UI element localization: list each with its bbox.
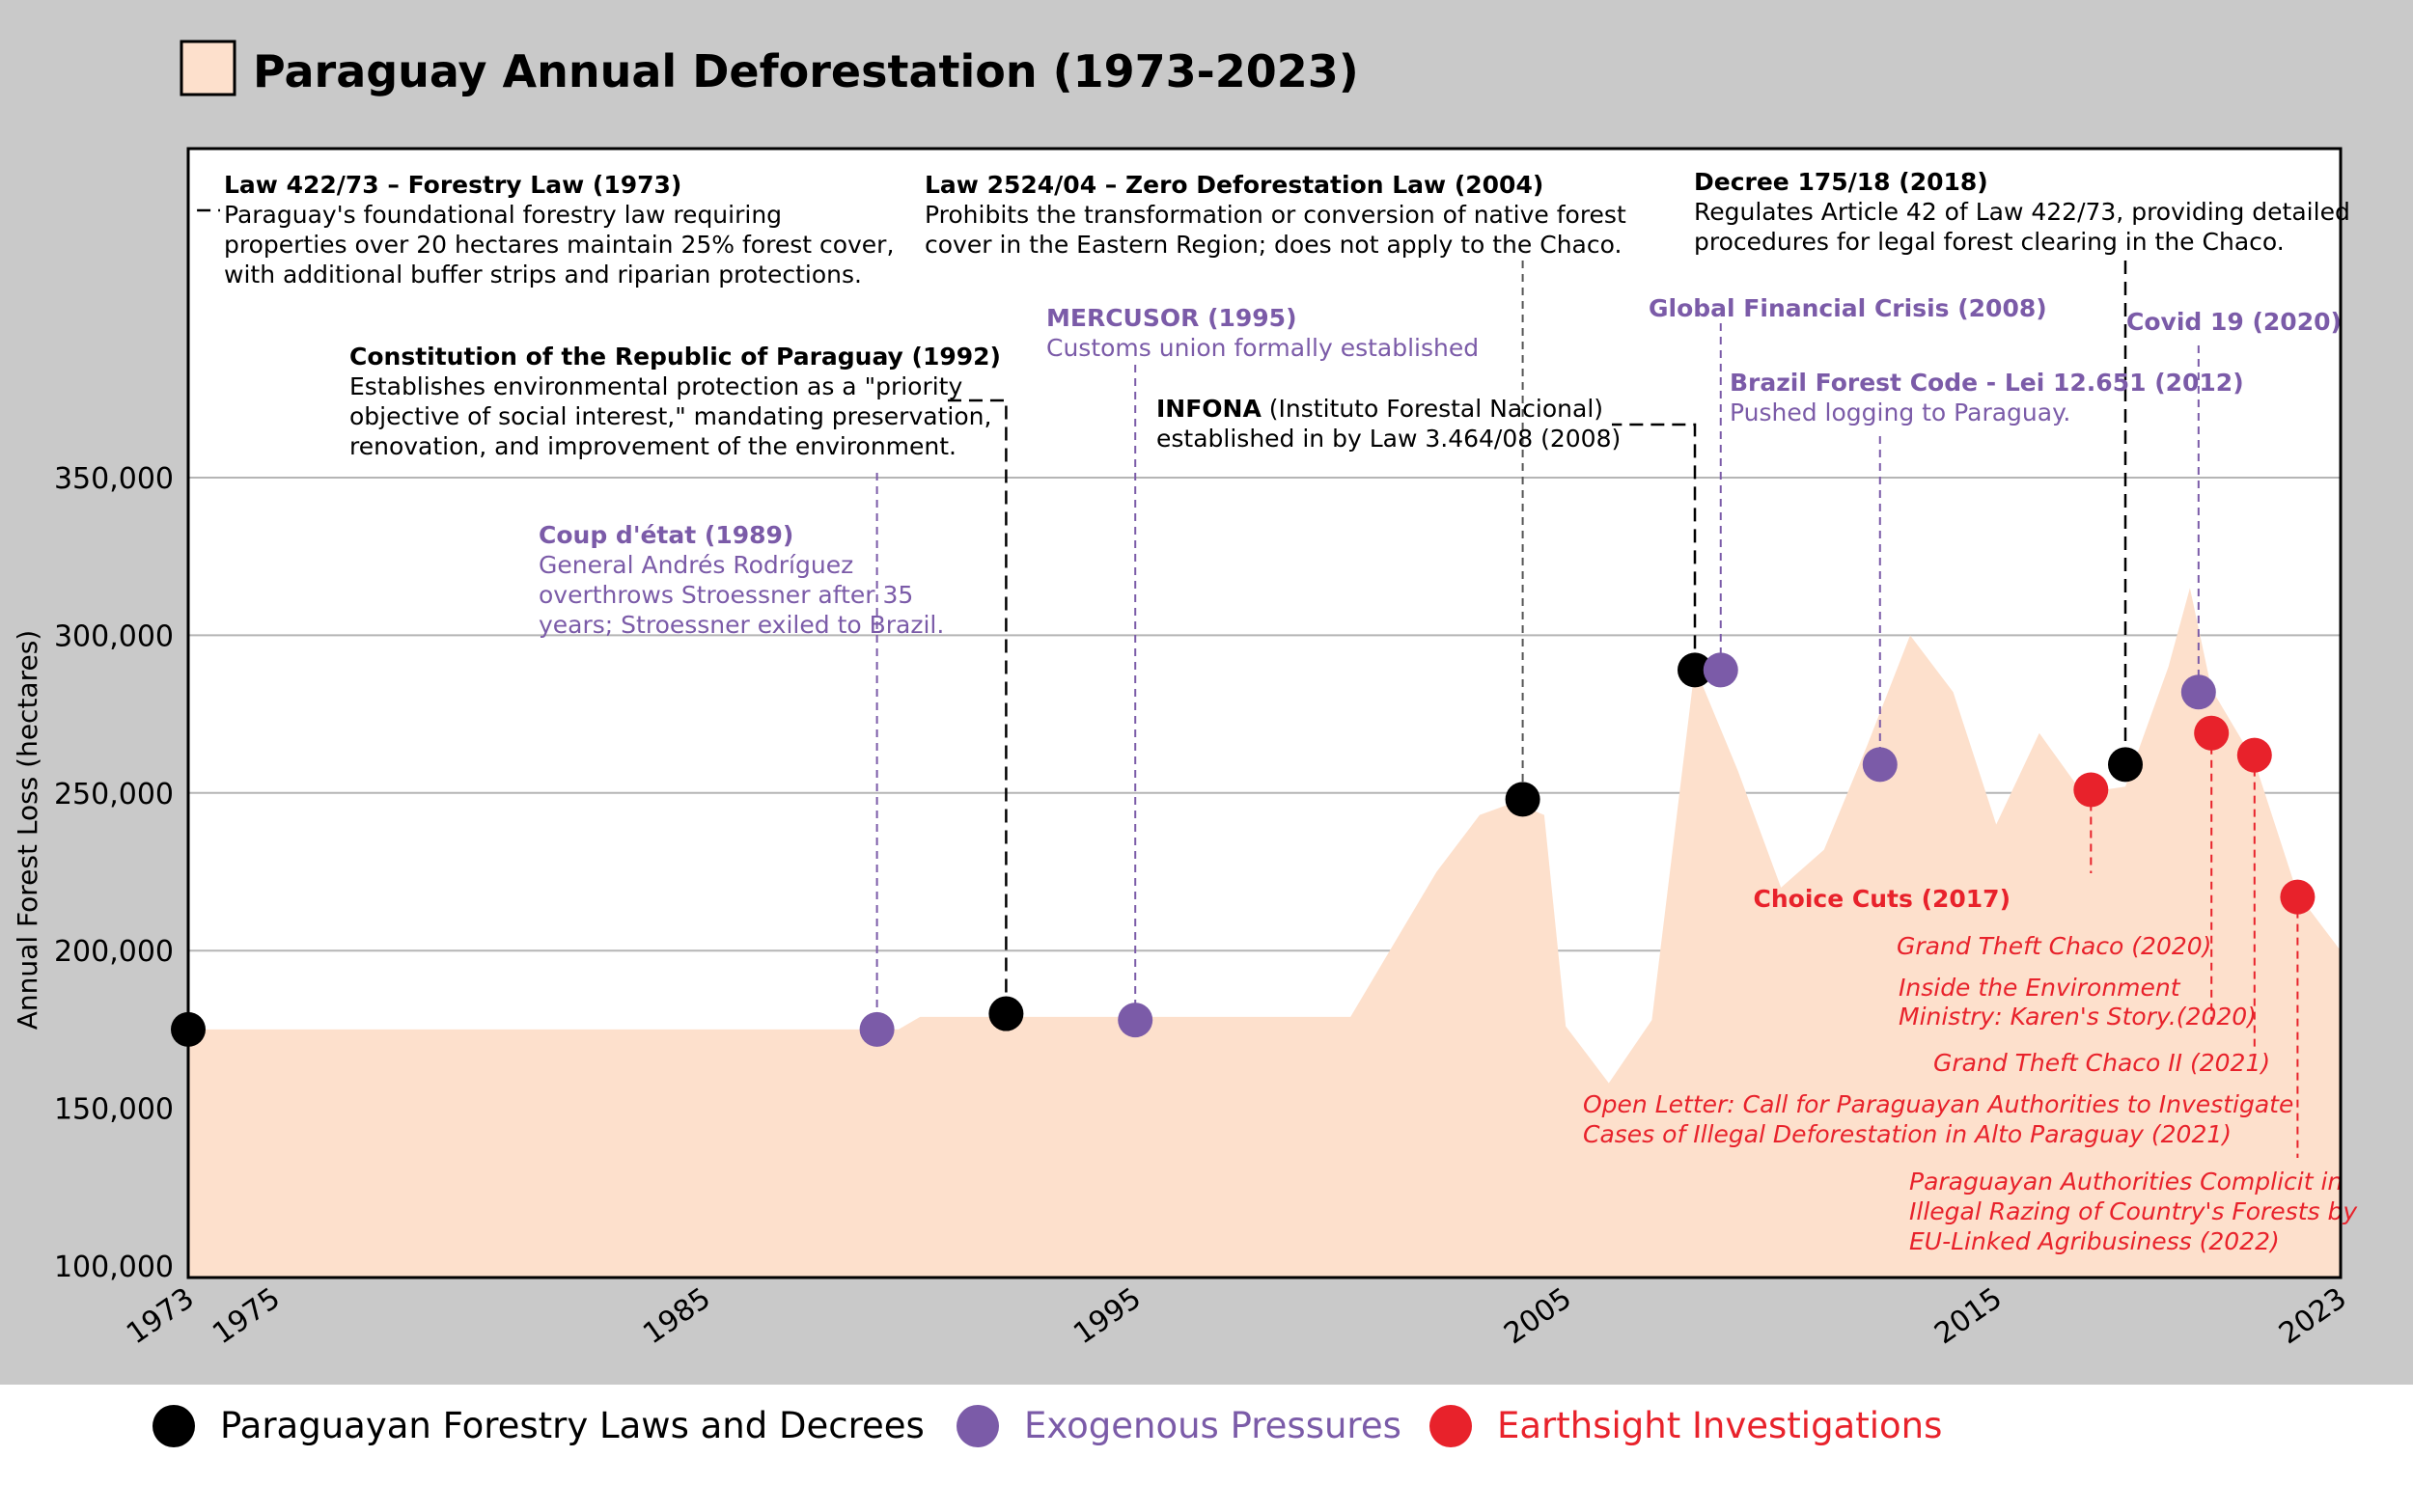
legend-label: Exogenous Pressures xyxy=(1024,1405,1401,1446)
event-text: Pushed logging to Paraguay. xyxy=(1730,399,2070,426)
y-axis-ticks: 100,000 150,000 200,000 250,000 300,000 350,0… xyxy=(54,462,174,1284)
event-title: INFONA (Instituto Forestal Nacional) xyxy=(1156,395,1603,423)
y-tick-label: 100,000 xyxy=(54,1251,174,1284)
event-title: Decree 175/18 (2018) xyxy=(1694,168,1988,196)
deforestation-area xyxy=(188,588,2341,1278)
event-text: Grand Theft Chaco II (2021) xyxy=(1933,1049,2270,1077)
event-labels: Law 422/73 – Forestry Law (1973)Paraguay… xyxy=(224,168,2358,1255)
y-axis-label: Annual Forest Loss (hectares) xyxy=(12,630,43,1030)
event-text: Regulates Article 42 of Law 422/73, prov… xyxy=(1694,198,2350,226)
event-text: Prohibits the transformation or conversi… xyxy=(925,201,1626,229)
event-text: Ministry: Karen's Story.(2020) xyxy=(1899,1003,2257,1031)
event-connector xyxy=(1612,423,1697,671)
legend-label: Earthsight Investigations xyxy=(1497,1405,1942,1446)
event-text: years; Stroessner exiled to Brazil. xyxy=(539,611,944,639)
event-text: Cases of Illegal Deforestation in Alto P… xyxy=(1583,1120,2232,1148)
event-text: Grand Theft Chaco (2020) xyxy=(1897,932,2211,960)
legend-marker xyxy=(957,1405,999,1447)
event-text: with additional buffer strips and ripari… xyxy=(224,261,862,289)
chart-title: Paraguay Annual Deforestation (1973-2023… xyxy=(253,45,1359,97)
event-text: Establishes environmental protection as … xyxy=(349,372,962,400)
event-text: overthrows Stroessner after 35 xyxy=(539,581,913,609)
legend-marker xyxy=(153,1405,195,1447)
event-text: properties over 20 hectares maintain 25%… xyxy=(224,231,894,259)
event-text: cover in the Eastern Region; does not ap… xyxy=(925,231,1622,259)
event-text: objective of social interest," mandating… xyxy=(349,402,991,430)
y-tick-label: 350,000 xyxy=(54,462,174,496)
event-text: Paraguay's foundational forestry law req… xyxy=(224,201,782,229)
event-text: Paraguayan Authorities Complicit in xyxy=(1909,1168,2343,1196)
legend-label: Paraguayan Forestry Laws and Decrees xyxy=(220,1405,925,1446)
event-title: Brazil Forest Code - Lei 12.651 (2012) xyxy=(1730,369,2244,397)
event-connector xyxy=(941,399,1008,1014)
event-title: Coup d'état (1989) xyxy=(539,521,793,549)
y-tick-label: 300,000 xyxy=(54,619,174,653)
event-title: Law 422/73 – Forestry Law (1973) xyxy=(224,171,681,199)
event-title: Law 2524/04 – Zero Deforestation Law (20… xyxy=(925,171,1543,199)
event-text: procedures for legal forest clearing in … xyxy=(1694,228,2285,256)
event-text: General Andrés Rodríguez xyxy=(539,551,853,579)
event-marker-law xyxy=(1505,782,1540,817)
event-title: Constitution of the Republic of Paraguay… xyxy=(349,343,1001,371)
event-marker-exogenous xyxy=(1703,652,1738,688)
event-marker-exogenous xyxy=(1118,1003,1153,1038)
event-marker-law xyxy=(2108,747,2143,783)
event-text: established in by Law 3.464/08 (2008) xyxy=(1156,425,1621,453)
event-title: Global Financial Crisis (2008) xyxy=(1649,294,2047,322)
event-marker-earthsight xyxy=(2194,715,2230,751)
legend-band xyxy=(0,1385,2413,1508)
event-text: EU-Linked Agribusiness (2022) xyxy=(1909,1227,2280,1255)
y-tick-label: 250,000 xyxy=(54,778,174,811)
legend-marker xyxy=(1429,1405,1472,1447)
plot-frame xyxy=(186,147,2343,1279)
event-markers xyxy=(171,652,2316,1047)
event-marker-law xyxy=(1678,652,1712,688)
event-text: Inside the Environment xyxy=(1899,974,2181,1002)
event-title: Choice Cuts (2017) xyxy=(1754,885,2011,913)
y-tick-label: 150,000 xyxy=(54,1093,174,1127)
event-text: Illegal Razing of Country's Forests by xyxy=(1909,1197,2358,1225)
event-text: Open Letter: Call for Paraguayan Authori… xyxy=(1583,1090,2293,1118)
event-text: renovation, and improvement of the envir… xyxy=(349,432,957,460)
title-swatch xyxy=(180,40,236,96)
event-marker-exogenous xyxy=(2180,674,2216,710)
event-text: Customs union formally established xyxy=(1046,334,1479,362)
event-marker-law xyxy=(988,996,1024,1031)
y-tick-label: 200,000 xyxy=(54,935,174,969)
event-marker-earthsight xyxy=(2073,772,2109,808)
event-title: Covid 19 (2020) xyxy=(2126,308,2342,336)
event-marker-exogenous xyxy=(859,1011,895,1047)
event-marker-earthsight xyxy=(2280,879,2316,915)
legend: Paraguayan Forestry Laws and Decrees Exog… xyxy=(153,1405,1942,1447)
event-marker-exogenous xyxy=(1862,747,1898,783)
event-marker-earthsight xyxy=(2236,737,2272,773)
event-title: MERCUSOR (1995) xyxy=(1046,304,1297,332)
